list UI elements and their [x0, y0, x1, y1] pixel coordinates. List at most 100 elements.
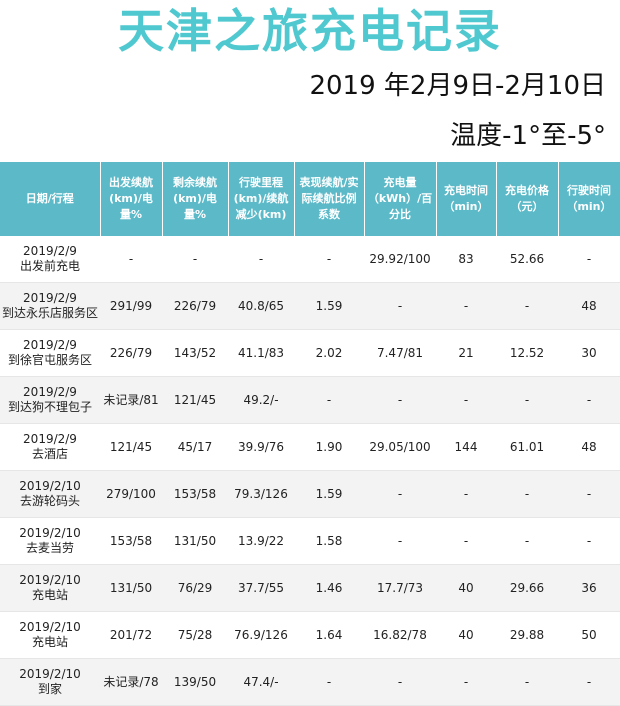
table-cell: 7.47/81 [364, 329, 436, 377]
table-cell: 37.7/55 [228, 564, 294, 612]
table-cell: 153/58 [162, 470, 228, 518]
table-cell: - [364, 470, 436, 518]
table-cell: 12.52 [496, 329, 558, 377]
table-cell: 201/72 [100, 611, 162, 659]
table-row: 2019/2/9 到达狗不理包子 未记录/81 121/45 49.2/- - - - - - [0, 376, 620, 424]
table-cell: - [228, 236, 294, 283]
cell-date-trip: 2019/2/10 充电站 [0, 564, 100, 612]
table-cell: 143/52 [162, 329, 228, 377]
table-cell: 52.66 [496, 236, 558, 283]
table-cell: 40.8/65 [228, 282, 294, 330]
table-cell: 48 [558, 282, 620, 330]
table-cell: 29.66 [496, 564, 558, 612]
temperature: 温度-1°至-5° [450, 121, 606, 151]
col-drive-time: 行驶时间（min） [558, 162, 620, 236]
table-cell: 76/29 [162, 564, 228, 612]
table-cell: - [558, 236, 620, 283]
table-cell: 47.4/- [228, 658, 294, 706]
table-cell: 45/17 [162, 423, 228, 471]
table-cell: 29.05/100 [364, 423, 436, 471]
date-range: 2019 年2月9日-2月10日 [309, 71, 606, 101]
table-row: 2019/2/10 到家 未记录/78 139/50 47.4/- - - - - - [0, 658, 620, 706]
table-cell: - [436, 658, 496, 706]
col-remaining-range: 剩余续航(km)/电量% [162, 162, 229, 236]
table-cell: 83 [436, 236, 496, 283]
table-cell: - [162, 236, 228, 283]
table-cell: - [364, 376, 436, 424]
cell-date-trip: 2019/2/10 去麦当劳 [0, 517, 100, 565]
table-header-row: 日期/行程 出发续航(km)/电量% 剩余续航(km)/电量% 行驶里程(km)… [0, 162, 620, 236]
table-row: 2019/2/9 到徐官屯服务区 226/79 143/52 41.1/83 2.02 7.… [0, 329, 620, 377]
cell-date-trip: 2019/2/9 到达永乐店服务区 [0, 282, 100, 330]
table-cell: 40 [436, 564, 496, 612]
table-cell: 41.1/83 [228, 329, 294, 377]
table-cell: 48 [558, 423, 620, 471]
table-cell: 29.92/100 [364, 236, 436, 283]
table-cell: - [364, 658, 436, 706]
table-cell: - [496, 517, 558, 565]
table-cell: - [496, 470, 558, 518]
cell-date-trip: 2019/2/9 到达狗不理包子 [0, 376, 100, 424]
table-cell: 39.9/76 [228, 423, 294, 471]
table-cell: 226/79 [100, 329, 162, 377]
col-start-range: 出发续航(km)/电量% [100, 162, 163, 236]
table-cell: - [436, 470, 496, 518]
table-cell: - [496, 282, 558, 330]
table-cell: 76.9/126 [228, 611, 294, 659]
table-row: 2019/2/10 充电站 201/72 75/28 76.9/126 1.64 16.82… [0, 611, 620, 659]
table-cell: 1.59 [294, 282, 364, 330]
table-cell: - [558, 658, 620, 706]
table-row: 2019/2/9 到达永乐店服务区 291/99 226/79 40.8/65 1.59-… [0, 282, 620, 330]
table-cell: 121/45 [162, 376, 228, 424]
table-cell: 139/50 [162, 658, 228, 706]
table-cell: 1.46 [294, 564, 364, 612]
table-cell: 75/28 [162, 611, 228, 659]
table-cell: 79.3/126 [228, 470, 294, 518]
table-row: 2019/2/10 去麦当劳 153/58 131/50 13.9/22 1.58- - - - [0, 517, 620, 565]
table-cell: - [436, 282, 496, 330]
table-cell: 121/45 [100, 423, 162, 471]
col-date-trip: 日期/行程 [0, 162, 101, 236]
table-cell: 144 [436, 423, 496, 471]
table-cell: - [558, 470, 620, 518]
table-cell: 61.01 [496, 423, 558, 471]
table-cell: - [364, 282, 436, 330]
page-title: 天津之旅充电记录 [118, 4, 502, 58]
col-distance: 行驶里程(km)/续航减少(km) [228, 162, 295, 236]
col-charge-price: 充电价格（元） [496, 162, 559, 236]
table-cell: 13.9/22 [228, 517, 294, 565]
table-cell: 17.7/73 [364, 564, 436, 612]
col-charge-time: 充电时间（min） [436, 162, 497, 236]
table-cell: 29.88 [496, 611, 558, 659]
table-cell: 1.64 [294, 611, 364, 659]
table-cell: 131/50 [100, 564, 162, 612]
table-cell: - [558, 517, 620, 565]
table-cell: 16.82/78 [364, 611, 436, 659]
cell-date-trip: 2019/2/9 出发前充电 [0, 236, 100, 283]
table-cell: - [496, 658, 558, 706]
cell-date-trip: 2019/2/9 去酒店 [0, 423, 100, 471]
table-cell: 1.59 [294, 470, 364, 518]
charging-record-table: 日期/行程 出发续航(km)/电量% 剩余续航(km)/电量% 行驶里程(km)… [0, 162, 620, 706]
table-cell: - [436, 376, 496, 424]
table-cell: - [294, 376, 364, 424]
table-cell: - [294, 658, 364, 706]
table-cell: - [294, 236, 364, 283]
table-cell: - [558, 376, 620, 424]
table-row: 2019/2/9 去酒店 121/45 45/17 39.9/76 1.90 29.05/1… [0, 423, 620, 471]
cell-date-trip: 2019/2/10 充电站 [0, 611, 100, 659]
cell-date-trip: 2019/2/10 去游轮码头 [0, 470, 100, 518]
table-cell: 1.58 [294, 517, 364, 565]
table-cell: 153/58 [100, 517, 162, 565]
table-cell: 36 [558, 564, 620, 612]
cell-date-trip: 2019/2/9 到徐官屯服务区 [0, 329, 100, 377]
table-cell: 40 [436, 611, 496, 659]
table-cell: 未记录/81 [100, 376, 162, 424]
table-cell: 131/50 [162, 517, 228, 565]
table-cell: 1.90 [294, 423, 364, 471]
table-cell: 21 [436, 329, 496, 377]
table-cell: 291/99 [100, 282, 162, 330]
col-ratio: 表现续航/实际续航比例系数 [294, 162, 365, 236]
table-cell: 279/100 [100, 470, 162, 518]
table-cell: - [436, 517, 496, 565]
